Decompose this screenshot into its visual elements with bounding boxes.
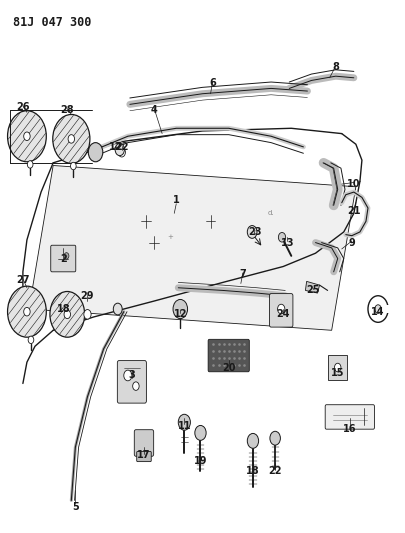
Text: 16: 16 [343, 424, 356, 434]
Circle shape [28, 336, 34, 344]
FancyBboxPatch shape [117, 361, 146, 403]
Text: 25: 25 [307, 286, 320, 295]
Circle shape [270, 431, 280, 445]
Text: 26: 26 [16, 102, 30, 112]
Circle shape [173, 300, 188, 319]
Text: 18: 18 [246, 466, 260, 476]
Circle shape [53, 115, 90, 164]
Circle shape [68, 135, 75, 143]
Circle shape [115, 143, 124, 156]
Text: 81J 047 300: 81J 047 300 [13, 15, 91, 29]
Text: 11: 11 [177, 421, 191, 431]
FancyBboxPatch shape [134, 430, 153, 456]
Text: 12: 12 [174, 309, 187, 319]
FancyBboxPatch shape [51, 245, 76, 272]
FancyBboxPatch shape [269, 294, 293, 327]
Text: 13: 13 [281, 238, 294, 247]
Text: 21: 21 [347, 206, 360, 216]
Circle shape [124, 370, 132, 381]
Circle shape [24, 308, 30, 316]
Text: 12: 12 [109, 142, 122, 152]
Circle shape [64, 253, 69, 259]
FancyBboxPatch shape [328, 355, 347, 380]
Text: 6: 6 [209, 78, 216, 88]
Text: 22: 22 [115, 142, 128, 152]
Circle shape [113, 303, 122, 315]
Circle shape [278, 232, 286, 242]
Text: d.: d. [268, 211, 275, 216]
Text: 29: 29 [81, 290, 94, 301]
Text: 27: 27 [16, 275, 30, 285]
Circle shape [178, 414, 190, 430]
Text: 17: 17 [137, 450, 151, 460]
FancyBboxPatch shape [325, 405, 375, 429]
Text: 7: 7 [239, 270, 246, 279]
Text: 3: 3 [128, 370, 135, 381]
Circle shape [335, 364, 341, 372]
FancyBboxPatch shape [385, 305, 393, 313]
FancyBboxPatch shape [208, 340, 249, 372]
Text: 19: 19 [194, 456, 207, 465]
Text: 23: 23 [248, 227, 262, 237]
Circle shape [24, 132, 30, 141]
Text: +: + [167, 235, 173, 240]
Text: 8: 8 [332, 62, 339, 72]
Circle shape [70, 163, 76, 169]
Circle shape [247, 433, 259, 448]
Text: 20: 20 [222, 362, 235, 373]
Circle shape [375, 305, 381, 313]
Circle shape [8, 286, 46, 337]
Circle shape [64, 310, 70, 319]
FancyBboxPatch shape [137, 451, 151, 462]
Text: 4: 4 [151, 104, 158, 115]
Circle shape [88, 143, 103, 162]
Text: 9: 9 [348, 238, 355, 247]
Circle shape [247, 225, 257, 238]
Text: 5: 5 [72, 502, 79, 512]
Text: 14: 14 [371, 306, 385, 317]
Text: 28: 28 [60, 104, 74, 115]
Text: 24: 24 [277, 309, 290, 319]
Circle shape [50, 292, 85, 337]
Circle shape [133, 382, 139, 390]
Circle shape [8, 111, 46, 162]
Text: 2: 2 [60, 254, 67, 263]
Circle shape [195, 425, 206, 440]
Text: 15: 15 [331, 368, 345, 378]
Text: 18: 18 [56, 304, 70, 314]
Polygon shape [305, 281, 320, 293]
Text: 1: 1 [173, 195, 180, 205]
Text: 10: 10 [347, 179, 360, 189]
Circle shape [27, 161, 33, 168]
Circle shape [277, 304, 285, 314]
Text: 22: 22 [269, 466, 282, 476]
Circle shape [118, 148, 126, 157]
Polygon shape [29, 165, 356, 330]
Circle shape [84, 310, 91, 319]
